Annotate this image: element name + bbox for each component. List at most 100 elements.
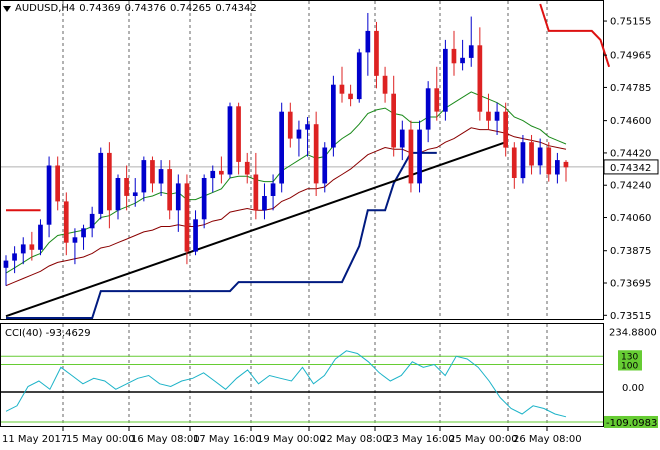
symbol-name: AUDUSD,H4 bbox=[15, 3, 76, 14]
candle-body bbox=[124, 178, 129, 196]
candle-body bbox=[408, 129, 414, 184]
indicator-title: CCI(40) -93.4629 bbox=[5, 328, 91, 339]
candle-body bbox=[279, 111, 284, 184]
candle-body bbox=[313, 124, 319, 184]
symbol-header: AUDUSD,H4 0.74369 0.74376 0.74265 0.7434… bbox=[3, 3, 257, 14]
price-tick-label: 0.74600 bbox=[610, 116, 651, 127]
collapse-triangle-icon[interactable] bbox=[3, 5, 11, 12]
candle-body bbox=[391, 93, 396, 148]
cci-level-badge-100 bbox=[618, 359, 642, 371]
candle-body bbox=[38, 224, 43, 250]
cci-max-label: 234.8800 bbox=[609, 327, 657, 338]
candle-body bbox=[253, 174, 259, 211]
candle-body bbox=[175, 183, 181, 211]
price-tick-label: 0.73515 bbox=[610, 311, 651, 322]
ma-slow-line bbox=[5, 127, 567, 287]
candle-body bbox=[305, 124, 310, 130]
candle-body bbox=[494, 111, 500, 121]
time-tick-label: 23 May 16:00 bbox=[386, 434, 455, 445]
candle-body bbox=[46, 165, 52, 225]
cci-level-label-100: 100 bbox=[621, 362, 638, 372]
candle-body bbox=[219, 170, 224, 175]
candle-body bbox=[460, 57, 465, 64]
candle-body bbox=[443, 48, 448, 112]
candle-body bbox=[477, 45, 483, 112]
price-tick-label: 0.73875 bbox=[610, 246, 651, 257]
candle-body bbox=[167, 169, 172, 211]
candle-body bbox=[434, 88, 440, 112]
price-plot bbox=[1, 3, 611, 319]
price-tick-label: 0.74240 bbox=[610, 181, 651, 192]
cci-line bbox=[5, 350, 567, 418]
candle-body bbox=[546, 147, 552, 175]
candle-body bbox=[425, 88, 431, 130]
time-tick-label: 25 May 00:00 bbox=[449, 434, 518, 445]
candle-body bbox=[236, 106, 241, 162]
candle-body bbox=[486, 111, 491, 121]
price-tick-label: 0.73695 bbox=[610, 279, 651, 290]
time-tick-label: 22 May 08:00 bbox=[320, 434, 389, 445]
candle-body bbox=[555, 160, 560, 175]
candle-body bbox=[107, 152, 112, 211]
candle-body bbox=[451, 48, 457, 64]
candle-body bbox=[520, 142, 526, 179]
candle-body bbox=[331, 84, 336, 148]
candle-body bbox=[29, 244, 35, 250]
candle-body bbox=[537, 147, 543, 166]
candle-body bbox=[89, 213, 95, 229]
candle-body bbox=[72, 237, 78, 243]
cci-level-label-130: 130 bbox=[621, 352, 638, 362]
candle-body bbox=[193, 219, 198, 252]
candle-body bbox=[150, 160, 155, 184]
candle-body bbox=[382, 75, 388, 94]
ohlc-open: 0.74369 bbox=[79, 3, 121, 14]
cci-zero-label: 0.00 bbox=[622, 383, 644, 394]
current-price-badge bbox=[603, 159, 659, 175]
cci-level-badge-130 bbox=[618, 350, 642, 362]
candle-body bbox=[3, 260, 9, 268]
time-tick-label: 26 May 08:00 bbox=[513, 434, 582, 445]
vertical-grid bbox=[62, 1, 548, 426]
candle-body bbox=[98, 152, 104, 214]
candle-body bbox=[262, 196, 267, 211]
indicator-header: CCI(40) -93.4629 bbox=[5, 328, 91, 339]
price-tick-label: 0.74420 bbox=[610, 148, 651, 159]
candle-body bbox=[227, 106, 233, 175]
price-tick-label: 0.75155 bbox=[610, 17, 651, 28]
candle-body bbox=[115, 178, 121, 211]
price-axis: 0.75155 0.74965 0.74785 0.74600 0.74420 0.742… bbox=[603, 17, 659, 429]
time-tick-label: 16 May 08:00 bbox=[131, 434, 200, 445]
candle-body bbox=[399, 129, 405, 148]
candle-body bbox=[374, 30, 379, 76]
current-price-label: 0.74342 bbox=[610, 163, 651, 174]
price-tick-label: 0.74785 bbox=[610, 83, 651, 94]
time-tick-label: 17 May 16:00 bbox=[193, 434, 262, 445]
candle-body bbox=[63, 201, 69, 243]
candle-body bbox=[348, 93, 353, 100]
ohlc-close: 0.74342 bbox=[215, 3, 257, 14]
indicator-panel-frame bbox=[0, 323, 604, 427]
ohlc-low: 0.74265 bbox=[170, 3, 212, 14]
candle-body bbox=[244, 161, 250, 175]
trendline[interactable] bbox=[5, 141, 507, 318]
cci-plot bbox=[1, 350, 603, 423]
candle-body bbox=[20, 244, 26, 254]
candle-body bbox=[270, 183, 276, 196]
candle-body bbox=[322, 147, 328, 184]
time-tick-label: 11 May 2017 bbox=[2, 434, 67, 445]
cci-current-badge bbox=[604, 415, 658, 428]
candle-body bbox=[132, 192, 138, 196]
candle-body bbox=[356, 52, 362, 100]
candle-body bbox=[287, 111, 293, 139]
candle-body bbox=[55, 165, 60, 202]
candle-body bbox=[201, 178, 207, 220]
candle-body bbox=[296, 129, 302, 139]
candle-body bbox=[529, 142, 534, 166]
candle-body bbox=[81, 228, 86, 238]
trailing-stop-line bbox=[6, 151, 437, 319]
candle-body bbox=[141, 160, 147, 193]
candle-body bbox=[158, 169, 164, 184]
candle-body bbox=[210, 170, 216, 179]
